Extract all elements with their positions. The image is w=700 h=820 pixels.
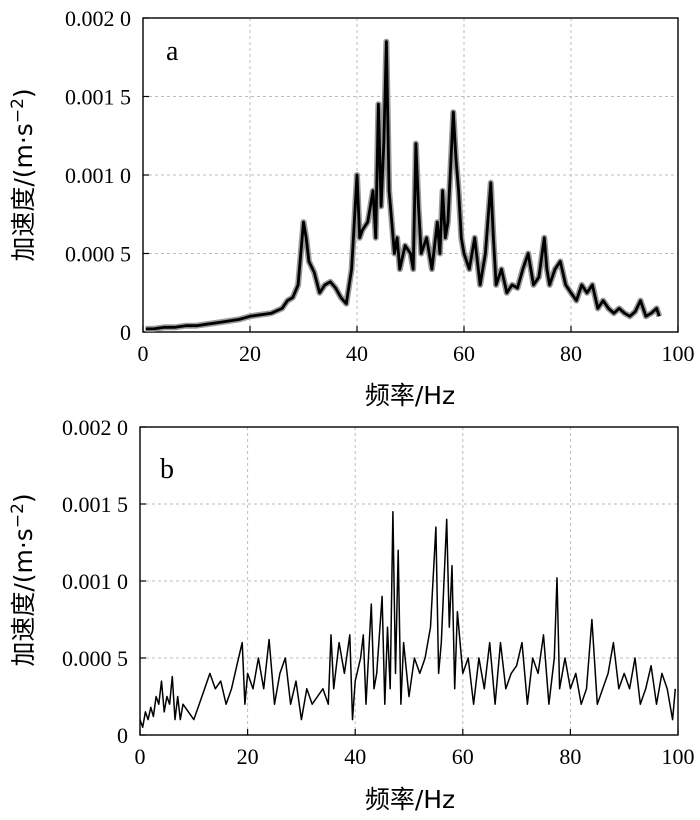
y-axis-label-a-main: 加速度/(m·s: [9, 123, 38, 262]
y-ticks-a: 0 0.000 5 0.001 0 0.001 5 0.002 0: [65, 6, 149, 345]
panel-label-a: a: [166, 36, 179, 67]
x-tick-label: 20: [237, 744, 259, 769]
y-axis-label-a-exp: −2: [8, 98, 28, 123]
series-a-line: [145, 40, 661, 331]
x-tick-label: 0: [138, 341, 149, 366]
y-tick-label: 0.001 5: [65, 85, 131, 110]
x-tick-label: 40: [346, 341, 368, 366]
x-tick-label: 60: [453, 341, 475, 366]
x-tick-label: 60: [452, 744, 474, 769]
x-ticks-b: 0 20 40 60 80 100: [135, 729, 695, 769]
y-axis-label-b-main: 加速度/(m·s: [9, 528, 38, 667]
grid-a: [143, 18, 678, 332]
panel-label-b: b: [160, 454, 174, 485]
grid-b: [140, 427, 678, 735]
x-tick-label: 100: [662, 341, 695, 366]
y-tick-label: 0.000 5: [62, 646, 128, 671]
y-axis-label-b: 加速度/(m·s−2): [8, 493, 38, 666]
x-tick-label: 100: [662, 744, 695, 769]
x-axis-label-a: 频率/Hz: [365, 381, 455, 410]
y-axis-label-a: 加速度/(m·s−2): [8, 88, 38, 261]
x-ticks-a: 0 20 40 60 80 100: [138, 326, 695, 366]
panel-a: 0 20 40 60 80 100 0 0.000 5 0.001 0 0.001 5 0.002…: [8, 6, 695, 410]
y-tick-label: 0.001 5: [62, 492, 128, 517]
y-tick-label: 0.001 0: [65, 163, 131, 188]
series-b: [139, 510, 677, 729]
x-axis-label-b: 频率/Hz: [365, 785, 455, 814]
x-tick-label: 20: [239, 341, 261, 366]
y-tick-label: 0: [117, 723, 128, 748]
panel-b: 0 20 40 60 80 100 0 0.000 5 0.001 0 0.001 5 0.002…: [8, 415, 695, 814]
y-tick-label: 0.001 0: [62, 569, 128, 594]
y-axis-label-a-close: ): [9, 88, 38, 98]
y-tick-label: 0: [120, 320, 131, 345]
y-tick-label: 0.002 0: [62, 415, 128, 440]
x-tick-label: 80: [560, 341, 582, 366]
y-tick-label: 0.000 5: [65, 242, 131, 267]
x-tick-label: 80: [559, 744, 581, 769]
y-tick-label: 0.002 0: [65, 6, 131, 31]
y-axis-label-b-close: ): [9, 493, 38, 503]
y-axis-label-b-exp: −2: [8, 503, 28, 528]
series-b-line: [139, 510, 677, 729]
x-tick-label: 0: [135, 744, 146, 769]
y-ticks-b: 0 0.000 5 0.001 0 0.001 5 0.002 0: [62, 415, 146, 748]
series-a: [145, 38, 663, 332]
x-tick-label: 40: [344, 744, 366, 769]
